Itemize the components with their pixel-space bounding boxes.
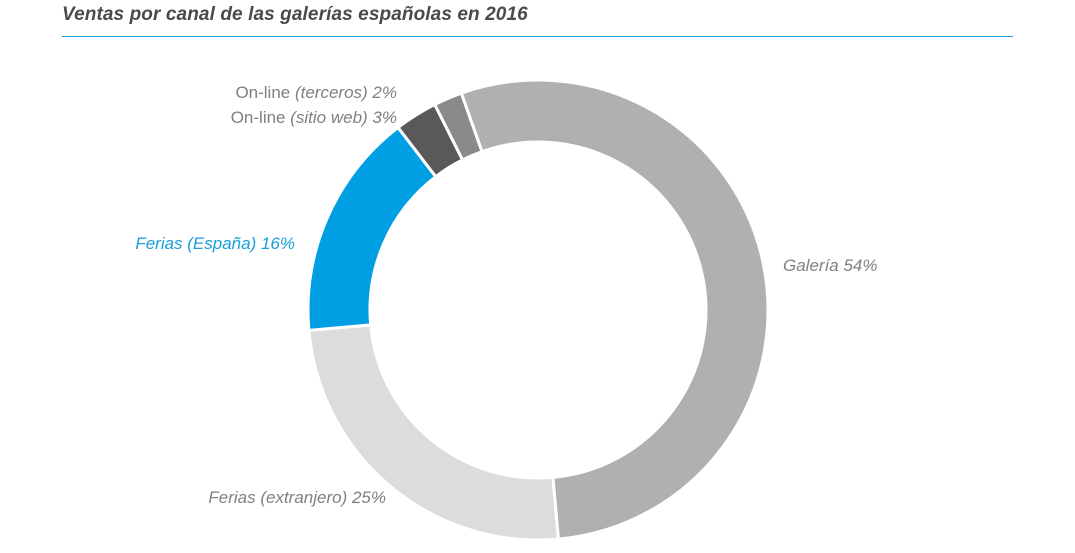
slice-ferias-espana bbox=[306, 125, 438, 332]
label-ferias-extranjero: Ferias (extranjero) 25% bbox=[208, 488, 386, 507]
label-online-sitio-web: On-line (sitio web) 3% bbox=[231, 108, 397, 127]
chart-title: Ventas por canal de las galerías español… bbox=[62, 4, 528, 25]
label-ferias-espana: Ferias (España) 16% bbox=[135, 234, 295, 253]
label-galeria: Galería 54% bbox=[783, 256, 878, 275]
slice-online-terceros bbox=[432, 91, 484, 162]
slice-ferias-extranjero bbox=[307, 323, 560, 542]
label-online-terceros: On-line (terceros) 2% bbox=[235, 83, 397, 102]
title-divider bbox=[62, 36, 1013, 37]
slice-galeria bbox=[459, 78, 770, 541]
